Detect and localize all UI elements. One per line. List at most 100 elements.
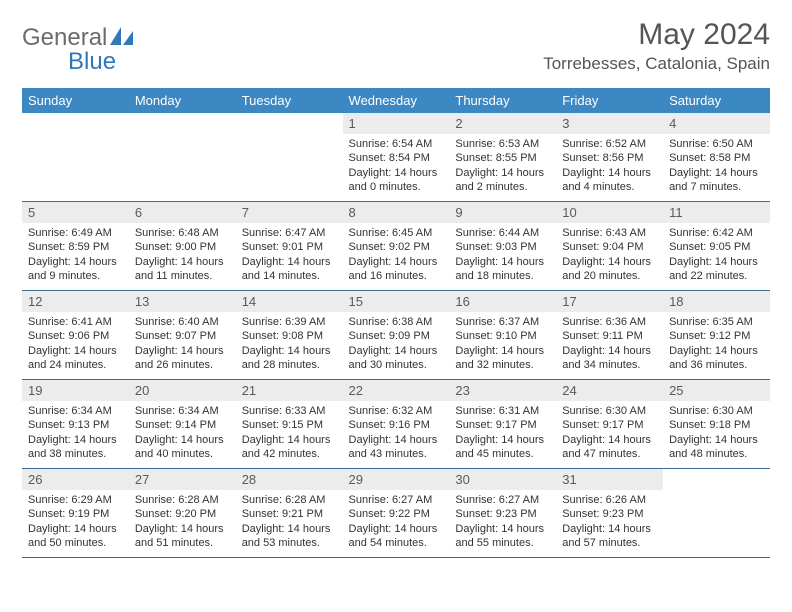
- calendar-cell: 7Sunrise: 6:47 AMSunset: 9:01 PMDaylight…: [236, 202, 343, 291]
- calendar-cell: 16Sunrise: 6:37 AMSunset: 9:10 PMDayligh…: [449, 291, 556, 380]
- weekday-header: Wednesday: [343, 88, 450, 113]
- day-number: 4: [663, 113, 770, 134]
- day-content: Sunrise: 6:43 AMSunset: 9:04 PMDaylight:…: [556, 223, 663, 287]
- day-number: 12: [22, 291, 129, 312]
- day-content: Sunrise: 6:52 AMSunset: 8:56 PMDaylight:…: [556, 134, 663, 198]
- calendar-cell: 22Sunrise: 6:32 AMSunset: 9:16 PMDayligh…: [343, 380, 450, 469]
- calendar-cell: 19Sunrise: 6:34 AMSunset: 9:13 PMDayligh…: [22, 380, 129, 469]
- day-number: 30: [449, 469, 556, 490]
- day-content: Sunrise: 6:33 AMSunset: 9:15 PMDaylight:…: [236, 401, 343, 465]
- weekday-header: Saturday: [663, 88, 770, 113]
- day-number: 17: [556, 291, 663, 312]
- day-number: 6: [129, 202, 236, 223]
- day-content: Sunrise: 6:45 AMSunset: 9:02 PMDaylight:…: [343, 223, 450, 287]
- day-number: 29: [343, 469, 450, 490]
- calendar-cell: 25Sunrise: 6:30 AMSunset: 9:18 PMDayligh…: [663, 380, 770, 469]
- day-number: 3: [556, 113, 663, 134]
- calendar-cell: 13Sunrise: 6:40 AMSunset: 9:07 PMDayligh…: [129, 291, 236, 380]
- calendar-cell: 14Sunrise: 6:39 AMSunset: 9:08 PMDayligh…: [236, 291, 343, 380]
- day-content: Sunrise: 6:30 AMSunset: 9:18 PMDaylight:…: [663, 401, 770, 465]
- day-content: Sunrise: 6:37 AMSunset: 9:10 PMDaylight:…: [449, 312, 556, 376]
- calendar-cell: [236, 113, 343, 202]
- day-content: Sunrise: 6:28 AMSunset: 9:21 PMDaylight:…: [236, 490, 343, 554]
- calendar-cell: 24Sunrise: 6:30 AMSunset: 9:17 PMDayligh…: [556, 380, 663, 469]
- day-content: Sunrise: 6:39 AMSunset: 9:08 PMDaylight:…: [236, 312, 343, 376]
- day-content: Sunrise: 6:32 AMSunset: 9:16 PMDaylight:…: [343, 401, 450, 465]
- calendar-cell: 17Sunrise: 6:36 AMSunset: 9:11 PMDayligh…: [556, 291, 663, 380]
- day-number: 8: [343, 202, 450, 223]
- calendar-cell: 11Sunrise: 6:42 AMSunset: 9:05 PMDayligh…: [663, 202, 770, 291]
- calendar-cell: 23Sunrise: 6:31 AMSunset: 9:17 PMDayligh…: [449, 380, 556, 469]
- calendar-cell: 15Sunrise: 6:38 AMSunset: 9:09 PMDayligh…: [343, 291, 450, 380]
- day-number: 10: [556, 202, 663, 223]
- calendar-cell: [22, 113, 129, 202]
- day-content: Sunrise: 6:54 AMSunset: 8:54 PMDaylight:…: [343, 134, 450, 198]
- day-content: Sunrise: 6:34 AMSunset: 9:13 PMDaylight:…: [22, 401, 129, 465]
- day-number: 2: [449, 113, 556, 134]
- day-content: Sunrise: 6:30 AMSunset: 9:17 PMDaylight:…: [556, 401, 663, 465]
- day-content: Sunrise: 6:41 AMSunset: 9:06 PMDaylight:…: [22, 312, 129, 376]
- day-content: Sunrise: 6:50 AMSunset: 8:58 PMDaylight:…: [663, 134, 770, 198]
- day-content: Sunrise: 6:47 AMSunset: 9:01 PMDaylight:…: [236, 223, 343, 287]
- calendar-table: Sunday Monday Tuesday Wednesday Thursday…: [22, 88, 770, 558]
- calendar-cell: 30Sunrise: 6:27 AMSunset: 9:23 PMDayligh…: [449, 469, 556, 558]
- day-number: 27: [129, 469, 236, 490]
- day-content: Sunrise: 6:44 AMSunset: 9:03 PMDaylight:…: [449, 223, 556, 287]
- calendar-cell: 21Sunrise: 6:33 AMSunset: 9:15 PMDayligh…: [236, 380, 343, 469]
- logo-text-blue: Blue: [68, 48, 116, 75]
- day-content: Sunrise: 6:35 AMSunset: 9:12 PMDaylight:…: [663, 312, 770, 376]
- day-content: Sunrise: 6:49 AMSunset: 8:59 PMDaylight:…: [22, 223, 129, 287]
- day-number: 9: [449, 202, 556, 223]
- calendar-row: 26Sunrise: 6:29 AMSunset: 9:19 PMDayligh…: [22, 469, 770, 558]
- day-number: 7: [236, 202, 343, 223]
- calendar-cell: 5Sunrise: 6:49 AMSunset: 8:59 PMDaylight…: [22, 202, 129, 291]
- day-content: Sunrise: 6:34 AMSunset: 9:14 PMDaylight:…: [129, 401, 236, 465]
- day-number: 14: [236, 291, 343, 312]
- calendar-cell: [129, 113, 236, 202]
- day-content: Sunrise: 6:48 AMSunset: 9:00 PMDaylight:…: [129, 223, 236, 287]
- day-number: 24: [556, 380, 663, 401]
- calendar-cell: 1Sunrise: 6:54 AMSunset: 8:54 PMDaylight…: [343, 113, 450, 202]
- calendar-row: 19Sunrise: 6:34 AMSunset: 9:13 PMDayligh…: [22, 380, 770, 469]
- day-content: Sunrise: 6:29 AMSunset: 9:19 PMDaylight:…: [22, 490, 129, 554]
- day-number: 22: [343, 380, 450, 401]
- calendar-cell: 8Sunrise: 6:45 AMSunset: 9:02 PMDaylight…: [343, 202, 450, 291]
- day-content: Sunrise: 6:38 AMSunset: 9:09 PMDaylight:…: [343, 312, 450, 376]
- day-number: 18: [663, 291, 770, 312]
- day-number: 1: [343, 113, 450, 134]
- calendar-cell: 28Sunrise: 6:28 AMSunset: 9:21 PMDayligh…: [236, 469, 343, 558]
- calendar-cell: 29Sunrise: 6:27 AMSunset: 9:22 PMDayligh…: [343, 469, 450, 558]
- day-number: 15: [343, 291, 450, 312]
- day-content: Sunrise: 6:53 AMSunset: 8:55 PMDaylight:…: [449, 134, 556, 198]
- day-content: Sunrise: 6:26 AMSunset: 9:23 PMDaylight:…: [556, 490, 663, 554]
- calendar-cell: 31Sunrise: 6:26 AMSunset: 9:23 PMDayligh…: [556, 469, 663, 558]
- calendar-cell: 3Sunrise: 6:52 AMSunset: 8:56 PMDaylight…: [556, 113, 663, 202]
- calendar-cell: 26Sunrise: 6:29 AMSunset: 9:19 PMDayligh…: [22, 469, 129, 558]
- weekday-header: Tuesday: [236, 88, 343, 113]
- day-number: 28: [236, 469, 343, 490]
- month-title: May 2024: [543, 18, 770, 52]
- calendar-cell: 4Sunrise: 6:50 AMSunset: 8:58 PMDaylight…: [663, 113, 770, 202]
- weekday-header: Sunday: [22, 88, 129, 113]
- day-number: 25: [663, 380, 770, 401]
- calendar-row: 1Sunrise: 6:54 AMSunset: 8:54 PMDaylight…: [22, 113, 770, 202]
- calendar-cell: 2Sunrise: 6:53 AMSunset: 8:55 PMDaylight…: [449, 113, 556, 202]
- day-content: Sunrise: 6:27 AMSunset: 9:23 PMDaylight:…: [449, 490, 556, 554]
- day-content: Sunrise: 6:31 AMSunset: 9:17 PMDaylight:…: [449, 401, 556, 465]
- calendar-cell: 27Sunrise: 6:28 AMSunset: 9:20 PMDayligh…: [129, 469, 236, 558]
- weekday-header-row: Sunday Monday Tuesday Wednesday Thursday…: [22, 88, 770, 113]
- day-content: Sunrise: 6:28 AMSunset: 9:20 PMDaylight:…: [129, 490, 236, 554]
- day-number: 21: [236, 380, 343, 401]
- calendar-cell: 20Sunrise: 6:34 AMSunset: 9:14 PMDayligh…: [129, 380, 236, 469]
- day-number: 13: [129, 291, 236, 312]
- day-number: 5: [22, 202, 129, 223]
- day-content: Sunrise: 6:36 AMSunset: 9:11 PMDaylight:…: [556, 312, 663, 376]
- day-number: 31: [556, 469, 663, 490]
- day-number: 23: [449, 380, 556, 401]
- day-number: 16: [449, 291, 556, 312]
- calendar-cell: 6Sunrise: 6:48 AMSunset: 9:00 PMDaylight…: [129, 202, 236, 291]
- day-content: Sunrise: 6:42 AMSunset: 9:05 PMDaylight:…: [663, 223, 770, 287]
- calendar-cell: [663, 469, 770, 558]
- day-number: 26: [22, 469, 129, 490]
- day-content: Sunrise: 6:27 AMSunset: 9:22 PMDaylight:…: [343, 490, 450, 554]
